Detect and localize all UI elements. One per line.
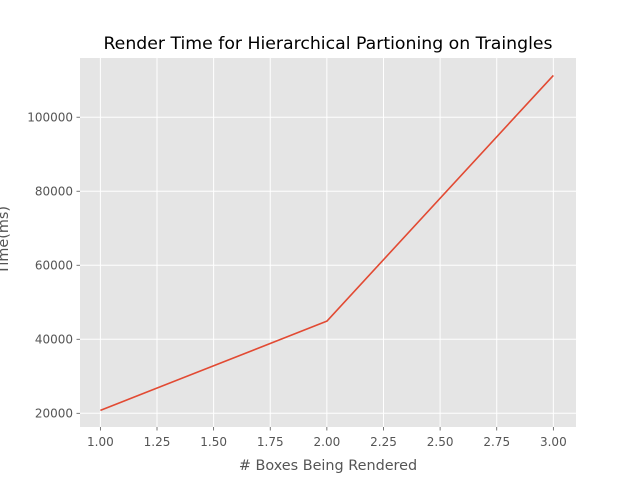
x-axis-ticks: 1.00 1.25 1.50 1.75 2.00 2.25 2.50 2.75 3.00 (87, 427, 567, 449)
x-tick-label: 2.50 (427, 435, 454, 449)
y-tick-label: 20000 (35, 407, 73, 421)
x-tick-label: 2.25 (370, 435, 397, 449)
x-tick-label: 1.00 (87, 435, 114, 449)
x-tick-label: 1.50 (200, 435, 227, 449)
x-tick-label: 1.75 (257, 435, 284, 449)
y-tick-label: 100000 (27, 111, 73, 125)
y-axis-label: Time(ms) (0, 206, 12, 275)
x-tick-label: 1.25 (144, 435, 171, 449)
y-tick-label: 80000 (35, 185, 73, 199)
plot-area (80, 58, 576, 427)
series-layer (100, 74, 554, 412)
chart-title: Render Time for Hierarchical Partioning … (103, 34, 552, 54)
x-tick-label: 2.00 (314, 435, 341, 449)
y-tick-label: 60000 (35, 259, 73, 273)
series-line (100, 74, 554, 412)
x-axis-label: # Boxes Being Rendered (239, 458, 417, 474)
x-tick-label: 2.75 (483, 435, 510, 449)
y-tick-label: 40000 (35, 333, 73, 347)
grid-lines (80, 58, 576, 427)
x-tick-label: 3.00 (540, 435, 567, 449)
y-axis-ticks: 20000 40000 60000 80000 100000 (27, 111, 80, 421)
